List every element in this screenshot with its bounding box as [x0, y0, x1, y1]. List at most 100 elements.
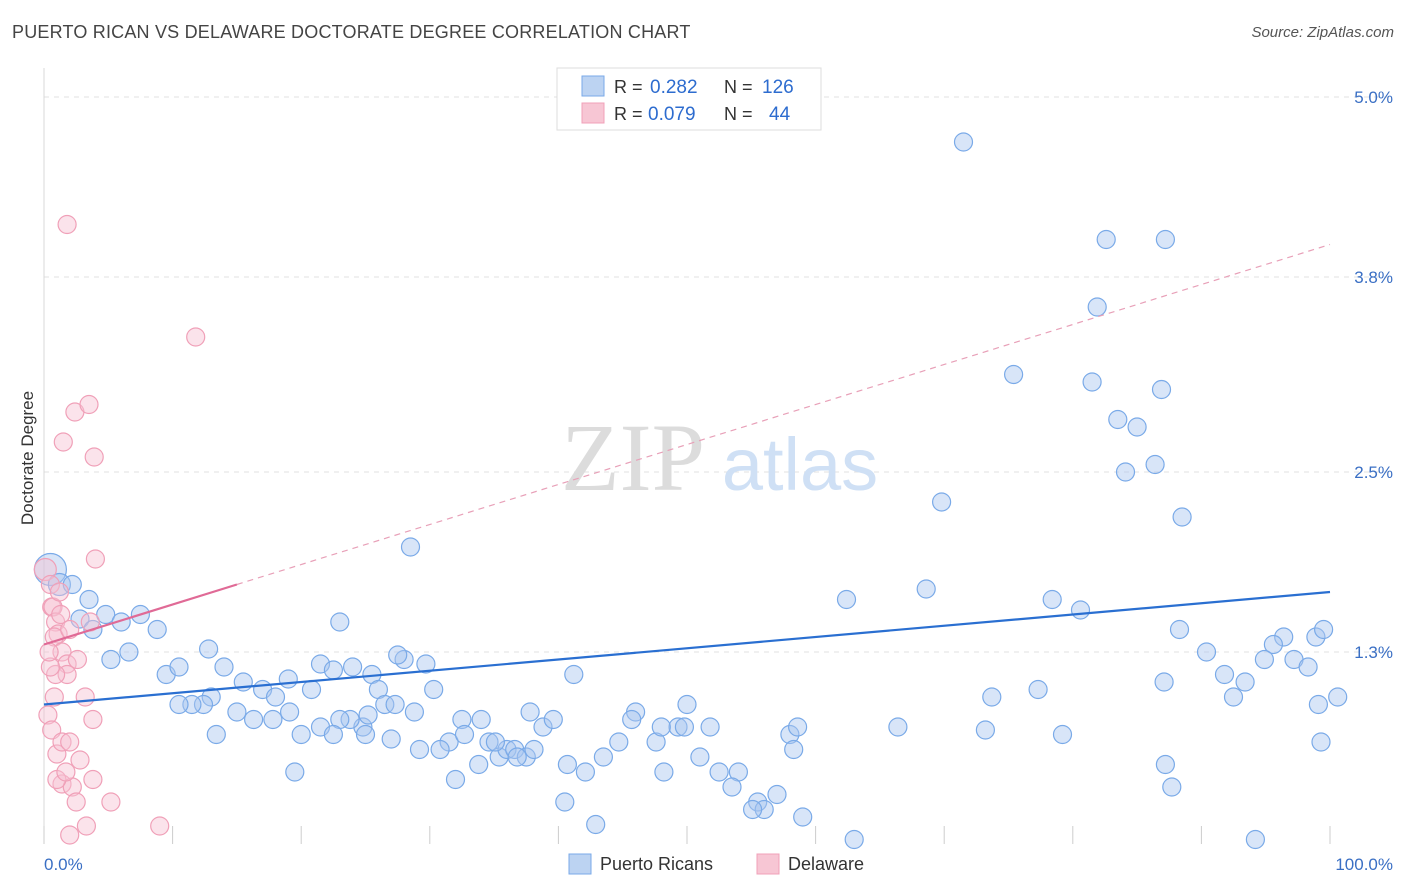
data-point	[44, 687, 64, 707]
data-point	[1155, 754, 1176, 775]
data-point	[76, 816, 97, 836]
data-point	[524, 739, 544, 760]
data-point	[404, 702, 424, 722]
data-point	[47, 744, 67, 764]
data-point	[53, 432, 73, 452]
trend-line-puerto-ricans	[43, 590, 1331, 706]
tick-labels: 1.3% 2.5% 3.8% 5.0% 0.0% 100.0%	[44, 88, 1393, 874]
data-point	[1308, 694, 1329, 715]
data-point	[265, 687, 286, 707]
data-point	[787, 717, 808, 737]
data-point	[244, 709, 264, 730]
data-point	[916, 579, 936, 599]
data-point	[44, 627, 64, 647]
data-point	[409, 739, 430, 760]
data-point	[83, 769, 103, 790]
data-point	[1154, 672, 1174, 692]
bottom-legend: Puerto Ricans Delaware	[568, 853, 864, 875]
data-point	[84, 447, 104, 467]
data-point	[340, 709, 360, 730]
chart-title: PUERTO RICAN VS DELAWARE DOCTORATE DEGRE…	[12, 22, 691, 42]
data-point	[586, 814, 606, 835]
data-point	[169, 694, 189, 715]
data-point	[358, 705, 378, 725]
series-puerto-ricans	[33, 132, 1348, 850]
data-point	[564, 664, 584, 685]
data-point	[291, 724, 311, 745]
data-point	[445, 769, 466, 790]
data-point	[1306, 627, 1326, 647]
data-point	[57, 664, 77, 685]
data-point	[1172, 507, 1192, 527]
data-point	[83, 709, 103, 730]
data-point	[622, 709, 642, 730]
data-point	[1127, 417, 1147, 437]
trend-lines	[43, 243, 1331, 706]
legend-n-value: 44	[769, 104, 791, 125]
data-point	[1162, 777, 1182, 797]
data-point	[199, 639, 219, 659]
bottom-legend-puerto-ricans: Puerto Ricans	[600, 854, 713, 874]
data-point	[1070, 600, 1091, 620]
data-point	[485, 732, 505, 752]
data-point	[96, 604, 116, 625]
data-point	[469, 754, 489, 775]
data-point	[674, 717, 695, 737]
data-point	[497, 739, 517, 760]
data-point	[593, 747, 614, 767]
data-point	[51, 604, 71, 625]
x-tick-label: 100.0%	[1335, 855, 1393, 874]
top-legend: R = 0.282 N = 126 R = 0.079 N = 44	[556, 67, 822, 131]
x-tick-label: 0.0%	[44, 855, 83, 874]
data-point	[75, 687, 95, 707]
data-point	[1042, 589, 1062, 610]
data-point	[479, 732, 499, 752]
grid-lines	[44, 96, 1392, 653]
legend-swatch-blue	[581, 75, 605, 97]
data-point	[381, 729, 401, 749]
data-point	[285, 762, 305, 782]
data-point	[39, 642, 59, 662]
data-point	[385, 694, 405, 715]
data-point	[227, 702, 247, 722]
data-point	[388, 645, 408, 665]
data-point	[193, 694, 214, 715]
data-point	[1313, 619, 1334, 640]
legend-n-label: N =	[724, 77, 753, 97]
data-point	[1052, 724, 1073, 745]
y-tick-label: 3.8%	[1354, 268, 1393, 287]
bottom-legend-delaware: Delaware	[788, 854, 864, 874]
data-point	[471, 709, 491, 730]
data-point	[533, 717, 553, 737]
data-point	[646, 732, 666, 752]
data-point	[169, 657, 189, 677]
bottom-legend-swatch-pink	[756, 853, 780, 875]
legend-r-label: R =	[614, 104, 643, 124]
data-point	[1274, 627, 1294, 647]
data-point	[931, 492, 952, 512]
data-point	[201, 687, 221, 707]
data-point	[1214, 664, 1235, 685]
data-point	[677, 694, 697, 715]
data-point	[430, 739, 450, 760]
data-point	[52, 732, 72, 752]
data-point	[575, 762, 596, 782]
data-point	[1311, 732, 1331, 752]
data-point	[520, 702, 540, 722]
data-point	[784, 739, 804, 760]
data-point	[1235, 672, 1255, 692]
data-point	[888, 717, 908, 737]
data-point	[722, 777, 742, 797]
data-point	[375, 694, 395, 715]
legend-swatch-pink	[581, 102, 605, 124]
data-point	[975, 720, 996, 740]
data-point	[57, 214, 77, 235]
data-point	[1151, 379, 1172, 400]
data-point	[709, 762, 729, 782]
data-point	[263, 709, 283, 730]
data-point	[452, 709, 472, 730]
data-point	[66, 792, 86, 812]
data-point	[150, 816, 170, 836]
data-point	[60, 732, 80, 752]
